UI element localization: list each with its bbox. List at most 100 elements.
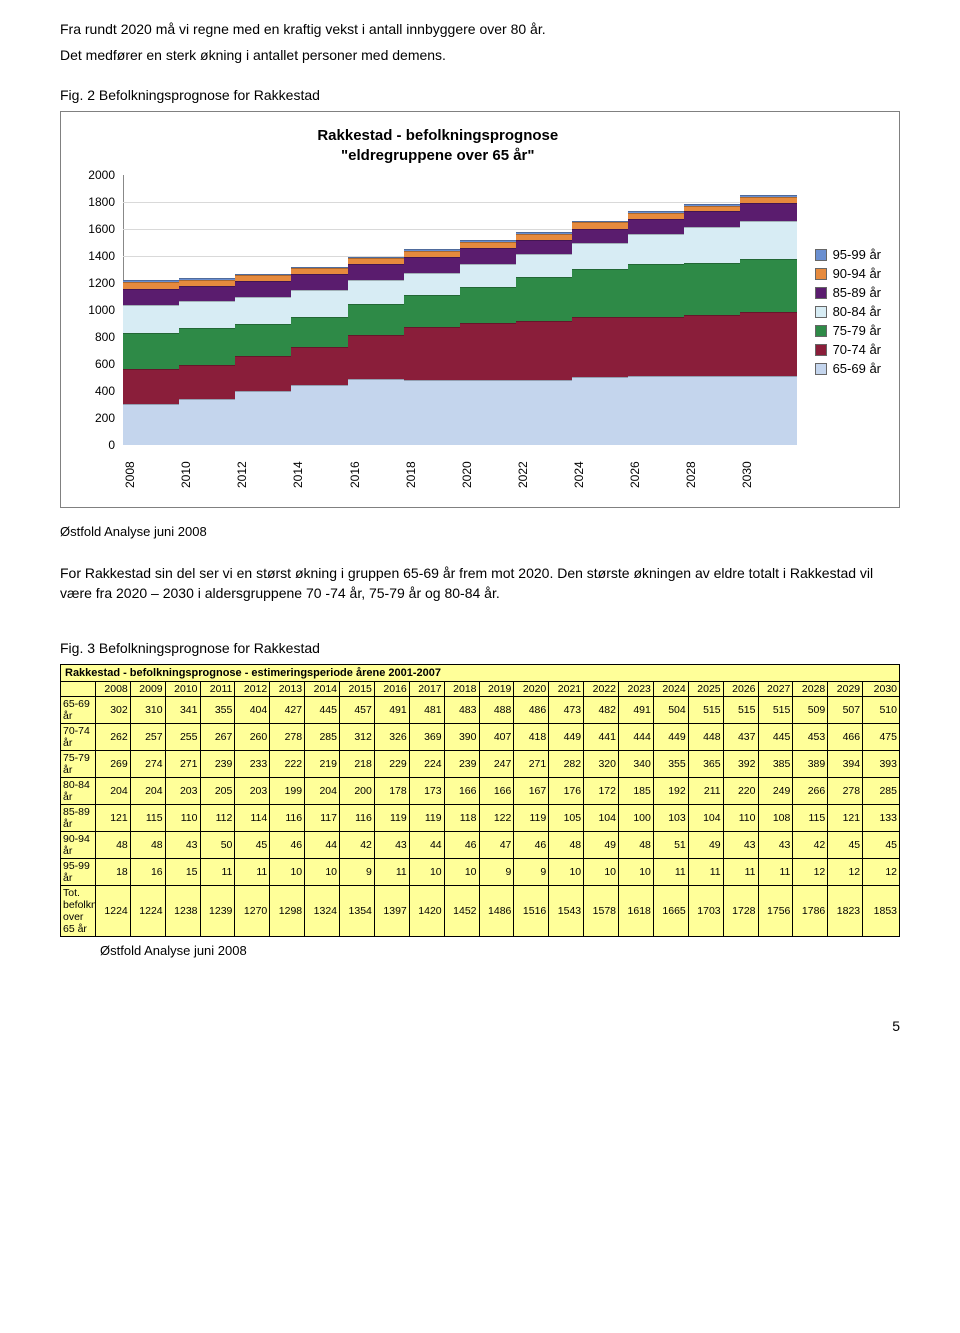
table-year-header: 2018: [444, 681, 479, 696]
series-segment: [628, 219, 684, 234]
table-cell: 110: [723, 804, 758, 831]
table-cell: 355: [200, 696, 235, 723]
table-cell: 11: [374, 858, 409, 885]
table-cell: 119: [409, 804, 444, 831]
fig2-source: Østfold Analyse juni 2008: [60, 524, 900, 539]
table-cell: 10: [584, 858, 619, 885]
fig2-chart-title: Rakkestad - befolkningsprognose "eldregr…: [79, 126, 797, 165]
table-cell: 46: [270, 831, 305, 858]
stack-column: [628, 211, 684, 445]
table-cell: 204: [305, 777, 340, 804]
table-year-header: 2020: [514, 681, 549, 696]
table-cell: 45: [863, 831, 900, 858]
stack-column: [291, 267, 347, 446]
table-cell: 437: [723, 723, 758, 750]
table-cell: 448: [688, 723, 723, 750]
table-cell: 11: [200, 858, 235, 885]
series-segment: [628, 376, 684, 446]
fig3-table: Rakkestad - befolkningsprognose - estime…: [60, 664, 900, 937]
table-year-header: 2014: [305, 681, 340, 696]
table-row: 80-84 år20420420320520319920420017817316…: [61, 777, 900, 804]
table-cell: 211: [688, 777, 723, 804]
table-cell: 239: [444, 750, 479, 777]
fig2-caption: Fig. 2 Befolkningsprognose for Rakkestad: [60, 87, 900, 103]
table-cell: 1324: [305, 885, 340, 936]
table-cell: 122: [479, 804, 514, 831]
table-cell: 48: [619, 831, 654, 858]
y-tick-label: 1000: [88, 303, 115, 317]
table-cell: 203: [165, 777, 200, 804]
table-cell: 302: [95, 696, 130, 723]
table-row-label: 70-74 år: [61, 723, 96, 750]
x-tick-label: 2026: [628, 453, 684, 497]
series-segment: [404, 273, 460, 295]
table-cell: 50: [200, 831, 235, 858]
series-segment: [123, 333, 179, 369]
table-cell: 10: [270, 858, 305, 885]
y-tick-label: 400: [95, 384, 115, 398]
table-cell: 1853: [863, 885, 900, 936]
table-cell: 204: [95, 777, 130, 804]
table-cell: 515: [688, 696, 723, 723]
table-cell: 205: [200, 777, 235, 804]
table-year-header: 2023: [619, 681, 654, 696]
table-cell: 12: [863, 858, 900, 885]
series-segment: [740, 259, 796, 312]
y-tick-label: 1400: [88, 249, 115, 263]
table-cell: 239: [200, 750, 235, 777]
table-row: 65-69 år30231034135540442744545749148148…: [61, 696, 900, 723]
table-cell: 47: [479, 831, 514, 858]
table-year-header: 2009: [130, 681, 165, 696]
legend-swatch: [815, 268, 827, 280]
series-segment: [291, 347, 347, 385]
table-title: Rakkestad - befolkningsprognose - estime…: [61, 664, 900, 681]
table-cell: 222: [270, 750, 305, 777]
series-segment: [684, 263, 740, 316]
table-cell: 204: [130, 777, 165, 804]
table-cell: 247: [479, 750, 514, 777]
table-cell: 105: [549, 804, 584, 831]
table-cell: 1238: [165, 885, 200, 936]
table-cell: 9: [479, 858, 514, 885]
series-segment: [684, 315, 740, 376]
table-cell: 10: [305, 858, 340, 885]
x-tick-label: 2022: [516, 453, 572, 497]
fig2-x-labels: 2008201020122014201620182020202220242026…: [123, 453, 797, 497]
fig2-chart-area: Rakkestad - befolkningsprognose "eldregr…: [79, 126, 797, 497]
fig2-plot: 0200400600800100012001400160018002000: [123, 175, 797, 445]
series-segment: [235, 297, 291, 324]
table-cell: 121: [828, 804, 863, 831]
table-cell: 1665: [653, 885, 688, 936]
series-segment: [516, 321, 572, 381]
table-cell: 278: [270, 723, 305, 750]
table-cell: 48: [549, 831, 584, 858]
stack-column: [123, 280, 179, 445]
table-cell: 483: [444, 696, 479, 723]
table-cell: 369: [409, 723, 444, 750]
table-year-header: 2028: [793, 681, 828, 696]
y-tick-label: 1800: [88, 195, 115, 209]
y-tick-label: 2000: [88, 168, 115, 182]
series-segment: [684, 227, 740, 263]
table-cell: 178: [374, 777, 409, 804]
table-cell: 274: [130, 750, 165, 777]
table-cell: 1354: [340, 885, 375, 936]
table-cell: 1703: [688, 885, 723, 936]
table-cell: 16: [130, 858, 165, 885]
table-cell: 482: [584, 696, 619, 723]
table-cell: 166: [444, 777, 479, 804]
table-cell: 10: [549, 858, 584, 885]
table-cell: 44: [409, 831, 444, 858]
table-cell: 504: [653, 696, 688, 723]
table-cell: 271: [165, 750, 200, 777]
table-row: 70-74 år26225725526726027828531232636939…: [61, 723, 900, 750]
series-segment: [740, 221, 796, 259]
series-segment: [235, 356, 291, 391]
table-row-label: Tot. befolkn.over 65 år: [61, 885, 96, 936]
table-cell: 46: [514, 831, 549, 858]
stack-column: [572, 221, 628, 445]
table-cell: 282: [549, 750, 584, 777]
table-cell: 486: [514, 696, 549, 723]
table-cell: 229: [374, 750, 409, 777]
table-cell: 266: [793, 777, 828, 804]
